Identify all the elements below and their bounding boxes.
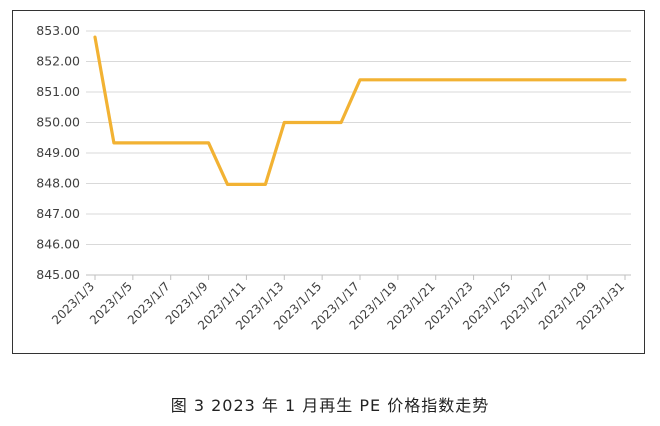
y-tick-label: 845.00 xyxy=(36,267,80,282)
figure-caption: 图 3 2023 年 1 月再生 PE 价格指数走势 xyxy=(170,396,490,415)
chart-frame: 845.00 846.00 847.00 848.00 849.00 850.00 851.… xyxy=(12,10,645,354)
y-tick-label: 849.00 xyxy=(36,145,80,160)
y-tick-label: 847.00 xyxy=(36,206,80,221)
y-tick-label: 851.00 xyxy=(36,84,80,99)
y-tick-label: 846.00 xyxy=(36,237,80,252)
y-tick-label: 848.00 xyxy=(36,176,80,191)
y-tick-label: 852.00 xyxy=(36,54,80,69)
y-tick-label: 850.00 xyxy=(36,115,80,130)
series-line xyxy=(93,35,627,186)
line-chart: 845.00 846.00 847.00 848.00 849.00 850.00 851.… xyxy=(36,23,631,333)
y-tick-label: 853.00 xyxy=(36,23,80,38)
